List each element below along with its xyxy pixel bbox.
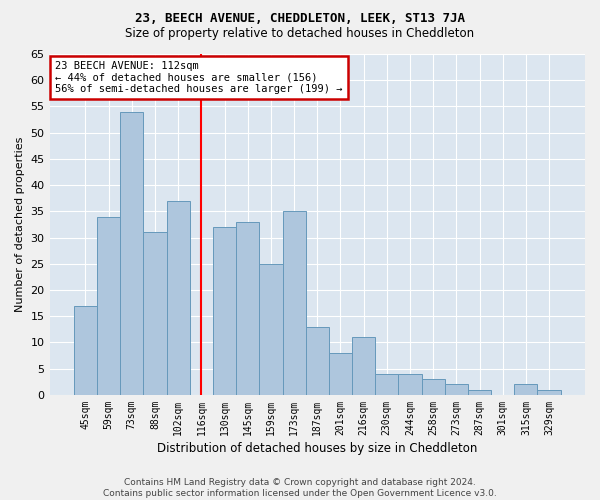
Bar <box>213 227 236 395</box>
Bar <box>538 390 560 395</box>
Bar <box>167 201 190 395</box>
Text: 23, BEECH AVENUE, CHEDDLETON, LEEK, ST13 7JA: 23, BEECH AVENUE, CHEDDLETON, LEEK, ST13… <box>135 12 465 26</box>
Y-axis label: Number of detached properties: Number of detached properties <box>15 137 25 312</box>
X-axis label: Distribution of detached houses by size in Cheddleton: Distribution of detached houses by size … <box>157 442 478 455</box>
Bar <box>120 112 143 395</box>
Bar <box>398 374 422 395</box>
Bar <box>74 306 97 395</box>
Bar <box>375 374 398 395</box>
Bar <box>329 353 352 395</box>
Text: Contains HM Land Registry data © Crown copyright and database right 2024.
Contai: Contains HM Land Registry data © Crown c… <box>103 478 497 498</box>
Bar <box>143 232 167 395</box>
Bar <box>236 222 259 395</box>
Bar <box>305 327 329 395</box>
Bar <box>445 384 468 395</box>
Bar <box>352 337 375 395</box>
Bar <box>514 384 538 395</box>
Bar <box>97 216 120 395</box>
Text: Size of property relative to detached houses in Cheddleton: Size of property relative to detached ho… <box>125 28 475 40</box>
Bar <box>468 390 491 395</box>
Bar <box>283 212 305 395</box>
Text: 23 BEECH AVENUE: 112sqm
← 44% of detached houses are smaller (156)
56% of semi-d: 23 BEECH AVENUE: 112sqm ← 44% of detache… <box>55 61 343 94</box>
Bar <box>259 264 283 395</box>
Bar <box>422 379 445 395</box>
